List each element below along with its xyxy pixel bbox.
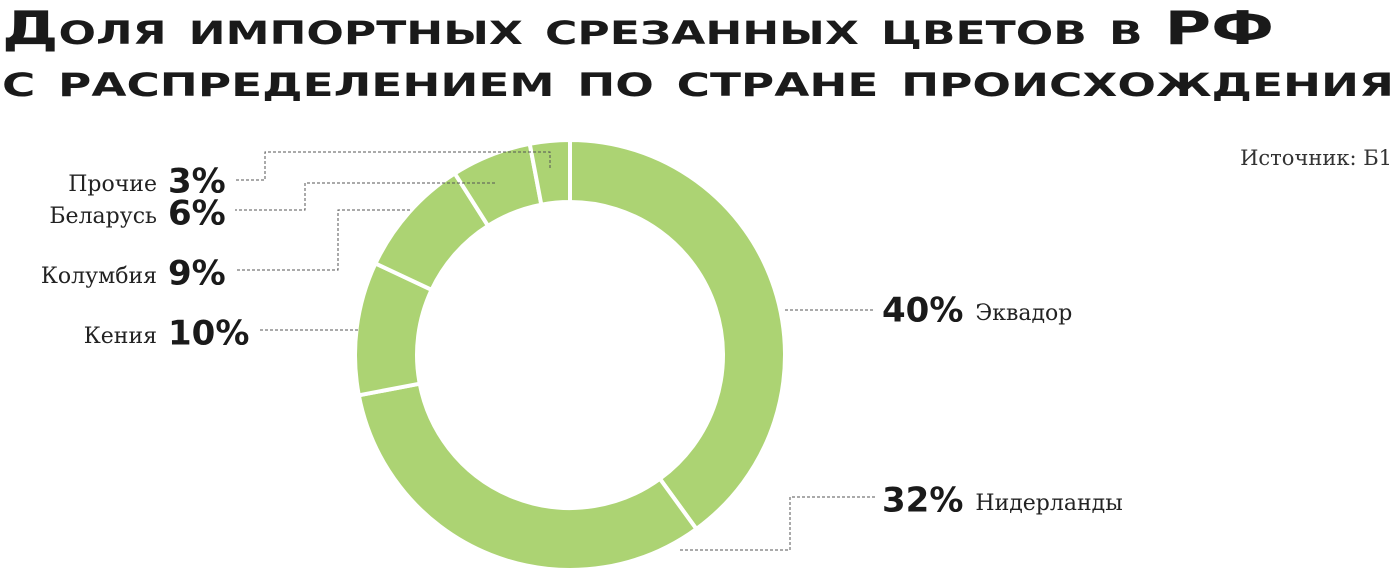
value-label: 10% [168,314,249,354]
value-label: 3% [168,162,226,202]
category-label: Беларусь [49,204,157,229]
leader-line [235,182,495,211]
value-label: 9% [168,254,226,294]
category-label: Колумбия [41,264,157,289]
category-label: Прочие [68,172,157,197]
source: Источник: Б1 [1240,146,1392,170]
category-label: Эквадор [975,301,1072,326]
category-label: Кения [84,324,157,349]
leader-line [235,151,551,181]
donut-slice [527,137,572,208]
chart-title: Доля импортных срезанных цветов в РФ [2,1,1274,55]
value-label: 6% [168,194,226,234]
chart-title: с распределением по стране происхождения [2,53,1394,107]
donut-slice [568,137,787,532]
leader-line [680,496,875,551]
leader-line [235,209,410,271]
donut-slice [356,381,700,572]
value-label: 40% [882,291,963,331]
category-label: Нидерланды [975,491,1122,516]
value-label: 32% [882,481,963,521]
